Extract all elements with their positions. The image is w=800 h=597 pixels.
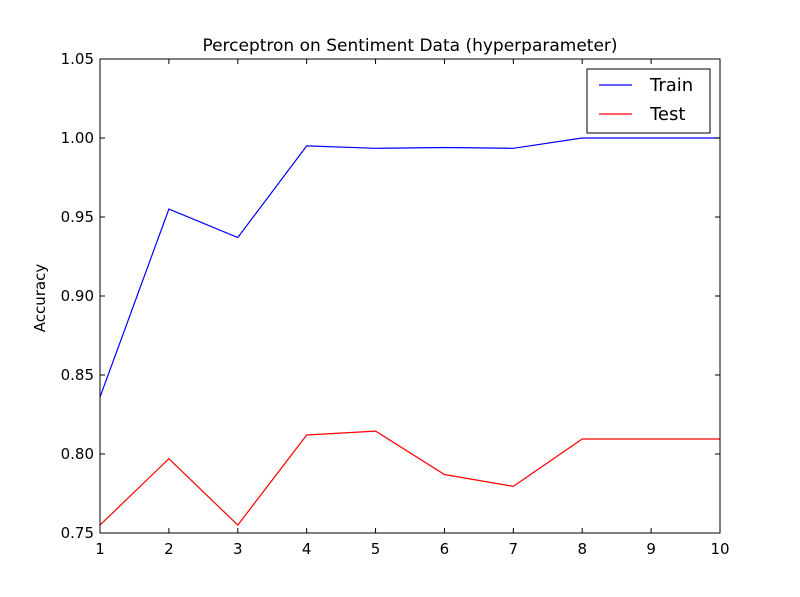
- x-tick-label: 10: [710, 540, 729, 558]
- x-tick-label: 5: [371, 540, 381, 558]
- y-tick-label: 1.00: [61, 129, 94, 147]
- y-tick-label: 0.80: [61, 445, 94, 463]
- ticks-layer: 1 2 3 4 5 6 7 8 9 10 0.75 0.80 0.85 0.90 0.95 1.00 1.05: [61, 50, 730, 558]
- y-tick-label: 0.95: [61, 208, 94, 226]
- x-tick-label: 9: [646, 540, 656, 558]
- legend-label-test: Test: [649, 104, 685, 125]
- y-tick-label: 0.85: [61, 366, 94, 384]
- x-tick-label: 8: [577, 540, 587, 558]
- x-tick-label: 2: [164, 540, 174, 558]
- y-axis-label: Accuracy: [31, 264, 49, 333]
- x-tick-label: 3: [233, 540, 243, 558]
- chart-title: Perceptron on Sentiment Data (hyperparam…: [202, 36, 617, 56]
- legend-box: [586, 68, 711, 134]
- legend-label-train: Train: [649, 75, 693, 96]
- series-line-test: [99, 430, 720, 526]
- x-tick-label: 7: [509, 540, 519, 558]
- series-layer: [99, 137, 720, 526]
- x-tick-label: 1: [95, 540, 105, 558]
- legend: Train Test: [586, 68, 711, 134]
- y-tick-label: 0.90: [61, 287, 94, 305]
- y-tick-label: 1.05: [61, 50, 94, 68]
- series-line-train: [99, 137, 720, 398]
- x-tick-label: 4: [302, 540, 312, 558]
- y-tick-label: 0.75: [61, 524, 94, 542]
- x-tick-label: 6: [440, 540, 450, 558]
